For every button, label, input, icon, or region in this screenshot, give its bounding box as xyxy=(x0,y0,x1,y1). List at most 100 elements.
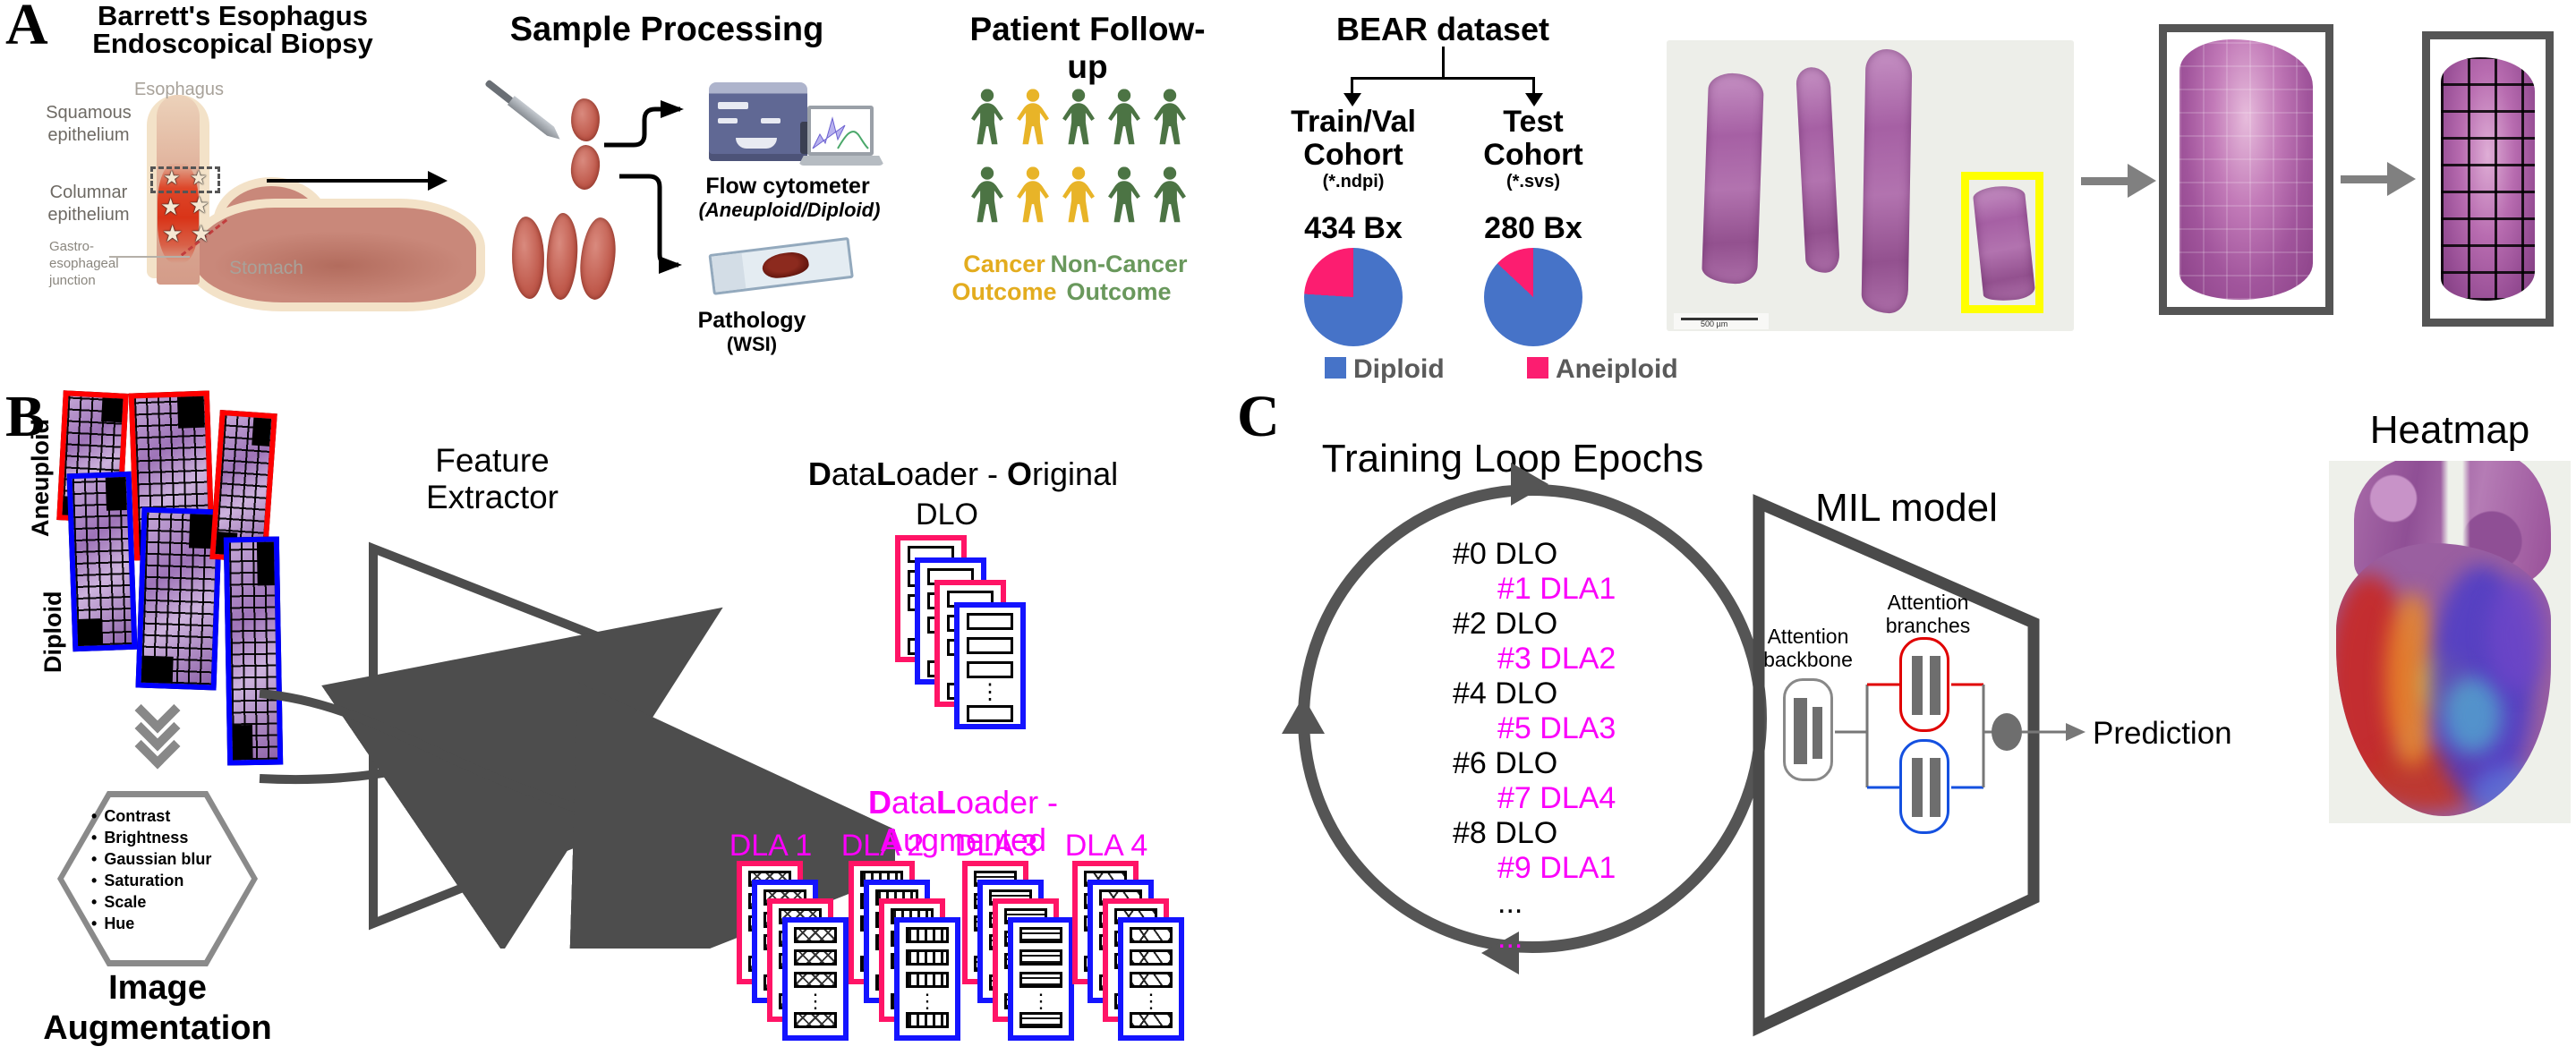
patient-grid xyxy=(967,82,1208,243)
train-format: (*.ndpi) xyxy=(1322,172,1385,191)
backbone-line1: Attention xyxy=(1767,625,1849,648)
flow-cytometer-sublabel: (Aneuploid/Diploid) xyxy=(698,199,881,221)
train-line2: Cohort xyxy=(1303,138,1403,172)
aneuploid-legend-swatch xyxy=(1527,357,1548,379)
t: D xyxy=(867,784,891,821)
arrowhead-icon xyxy=(2387,162,2416,196)
bullet-icon: • xyxy=(91,915,98,932)
feature-line1: Feature xyxy=(435,442,550,479)
panel-c-label: C xyxy=(1237,384,1280,449)
laptop-icon xyxy=(807,106,874,156)
epoch-item: #1 DLA1 xyxy=(1497,572,1616,606)
pathology-slide-icon xyxy=(708,236,859,301)
star-icon: ★ xyxy=(189,191,210,218)
augmentation-item: • Contrast xyxy=(91,807,171,825)
patient-followup-title: Patient Follow-up xyxy=(969,11,1206,85)
image-augmentation-caption: Image Augmentation xyxy=(16,968,299,1049)
gej-leader-line xyxy=(109,256,190,258)
dla-stack-label: DLA 4 xyxy=(1064,829,1148,863)
bear-dataset-title: BEAR dataset xyxy=(1335,11,1550,47)
gej-line3: junction xyxy=(49,273,96,288)
panel-a-title-line1: Barrett's Esophagus xyxy=(98,0,368,31)
aneuploid-rotated-label: Aneuploid xyxy=(27,419,54,537)
aneuploid-legend-label: Aneiploid xyxy=(1556,354,1678,384)
loop-arrowhead-icon xyxy=(1282,696,1325,734)
ellipsis-icon: ⋮ xyxy=(806,990,825,1012)
tissue-fragment xyxy=(1796,66,1840,274)
dla-stack: ⋮⋮⋮⋮ xyxy=(1072,861,1251,1055)
t: ata xyxy=(831,455,876,492)
dla-card: ⋮ xyxy=(782,917,849,1041)
ellipsis-icon: ⋮ xyxy=(1141,990,1161,1012)
loop-arrowhead-icon xyxy=(1481,932,1519,974)
panel-a-label: A xyxy=(5,0,48,57)
curve-to-dla xyxy=(259,682,895,949)
fragment-zoom-box xyxy=(2159,24,2333,315)
person-icon xyxy=(1012,82,1053,152)
tissue-fragment xyxy=(1701,72,1765,285)
epoch-item: #2 DLO xyxy=(1453,607,1558,641)
attention-backbone-box xyxy=(1783,678,1833,781)
t: A xyxy=(879,821,903,858)
bullet-icon: • xyxy=(91,829,98,847)
scale-bar: 500 µm xyxy=(1674,313,1769,329)
noncancer-outcome-label: Non-Cancer Outcome xyxy=(1047,251,1190,306)
bullet-icon: • xyxy=(91,850,98,868)
epoch-item: #5 DLA3 xyxy=(1497,711,1616,745)
t: L xyxy=(935,784,956,821)
epoch-item: #8 DLO xyxy=(1453,816,1558,850)
ellipsis-icon: ⋮ xyxy=(917,990,937,1012)
feature-extractor-label: Feature Extractor xyxy=(383,442,601,515)
t: oader - xyxy=(955,784,1059,821)
noncancer-line1: Non-Cancer xyxy=(1050,251,1188,277)
augmentation-item: • Hue xyxy=(91,915,135,932)
panel-b-label: B xyxy=(5,384,46,449)
arrowhead-icon xyxy=(1343,93,1361,106)
dla-stack: ⋮⋮⋮⋮ xyxy=(962,861,1141,1055)
train-line1: Train/Val xyxy=(1291,105,1416,139)
star-icon: ★ xyxy=(163,166,181,189)
person-icon xyxy=(967,160,1008,230)
arrowhead-icon xyxy=(428,171,448,191)
branches-line1: Attention xyxy=(1887,591,1969,614)
test-count: 280 Bx xyxy=(1484,211,1582,245)
dla-stack-label: DLA 1 xyxy=(729,829,813,863)
prediction-arrowhead xyxy=(2066,723,2086,741)
augmentation-item: • Scale xyxy=(91,893,147,911)
ellipsis-icon: ⋮ xyxy=(979,680,1001,704)
person-icon xyxy=(1149,160,1190,230)
arrow-to-fragment-zoom xyxy=(2081,177,2128,185)
tiled-fragment-box xyxy=(2422,31,2554,327)
star-icon: ★ xyxy=(162,220,183,247)
attention-branch-red xyxy=(1899,637,1949,732)
squamous-line1: Squamous xyxy=(46,103,132,123)
biopsy-tissue-icon xyxy=(509,216,547,300)
epoch-item: ... xyxy=(1497,886,1523,920)
dla-stack-label: DLA 2 xyxy=(840,829,925,863)
test-cohort-label: Test Cohort (*.svs) xyxy=(1457,105,1609,192)
dla-card: ⋮ xyxy=(1118,917,1184,1041)
bullet-icon: • xyxy=(91,893,98,911)
dla-stack: ⋮⋮⋮⋮ xyxy=(737,861,916,1055)
panel-a-title-line2: Endoscopical Biopsy xyxy=(92,28,373,59)
person-icon xyxy=(1058,82,1099,152)
gej-line1: Gastro- xyxy=(49,239,95,254)
squamous-label: Squamous epithelium xyxy=(36,102,141,147)
test-line1: Test xyxy=(1503,105,1564,139)
star-icon: ★ xyxy=(160,193,182,220)
person-icon xyxy=(967,82,1008,152)
mil-model-title: MIL model xyxy=(1815,486,1998,530)
bracket-bar xyxy=(1351,77,1535,80)
cancer-line2: Outcome xyxy=(951,278,1057,305)
star-icon: ★ xyxy=(190,166,208,189)
t: ata xyxy=(891,784,936,821)
bracket-left-drop xyxy=(1351,77,1353,93)
augmentation-item: • Brightness xyxy=(91,829,189,847)
tissue-fragment xyxy=(1861,48,1913,314)
t: L xyxy=(875,455,896,492)
bracket-stem xyxy=(1442,47,1445,77)
epoch-item: #4 DLO xyxy=(1453,676,1558,710)
epoch-item: #9 DLA1 xyxy=(1497,851,1616,885)
t: riginal xyxy=(1032,455,1119,492)
aggregation-node xyxy=(1992,713,2022,751)
